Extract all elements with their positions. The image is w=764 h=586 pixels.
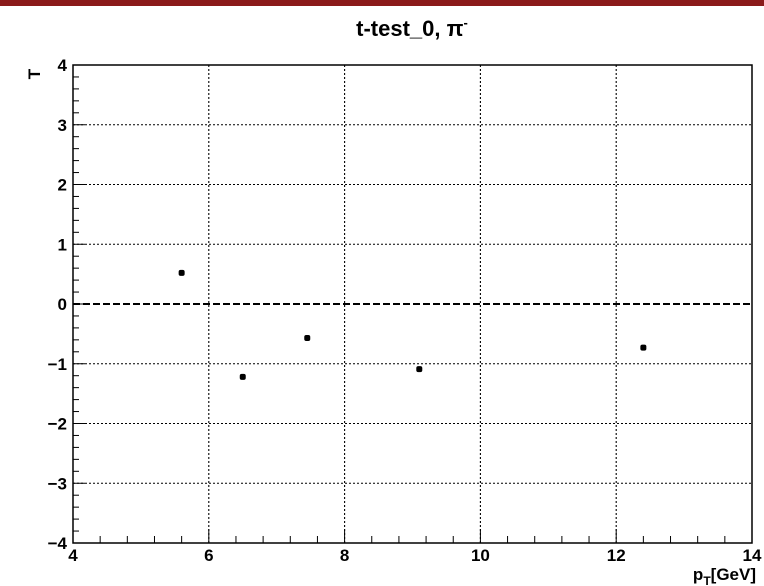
data-point (416, 366, 423, 373)
y-tick-label: −4 (48, 534, 68, 553)
tick-layer (72, 64, 753, 544)
x-axis-label-unit: [GeV] (711, 565, 756, 584)
data-point (640, 344, 647, 351)
y-tick-label: −3 (48, 474, 67, 493)
data-point (239, 373, 246, 380)
x-axis-label-subscript: T (703, 574, 711, 586)
y-tick-label: 1 (58, 235, 67, 254)
data-point-layer (178, 269, 647, 380)
y-tick-label: −2 (48, 415, 67, 434)
x-tick-label: 6 (204, 546, 213, 565)
x-tick-label: 12 (607, 546, 626, 565)
x-tick-label: 14 (743, 546, 762, 565)
y-tick-label: 3 (58, 116, 67, 135)
chart-title-superscript: - (463, 15, 467, 30)
x-tick-label: 10 (471, 546, 490, 565)
y-tick-label: 4 (58, 56, 68, 75)
x-tick-label: 8 (340, 546, 349, 565)
chart-title-main: t-test_0, π (356, 16, 463, 41)
chart-title: t-test_0, π- (356, 15, 468, 41)
data-point (178, 269, 185, 276)
y-axis-label: T (25, 68, 44, 79)
grid-layer (73, 65, 752, 543)
y-tick-label: −1 (48, 355, 67, 374)
data-point (304, 335, 311, 342)
y-tick-label: 2 (58, 176, 67, 195)
x-tick-label: 4 (68, 546, 78, 565)
x-axis-label-main: p (693, 565, 703, 584)
x-axis-label: pT[GeV] (693, 565, 756, 586)
top-border-bar (0, 0, 764, 6)
y-tick-label: 0 (58, 295, 67, 314)
